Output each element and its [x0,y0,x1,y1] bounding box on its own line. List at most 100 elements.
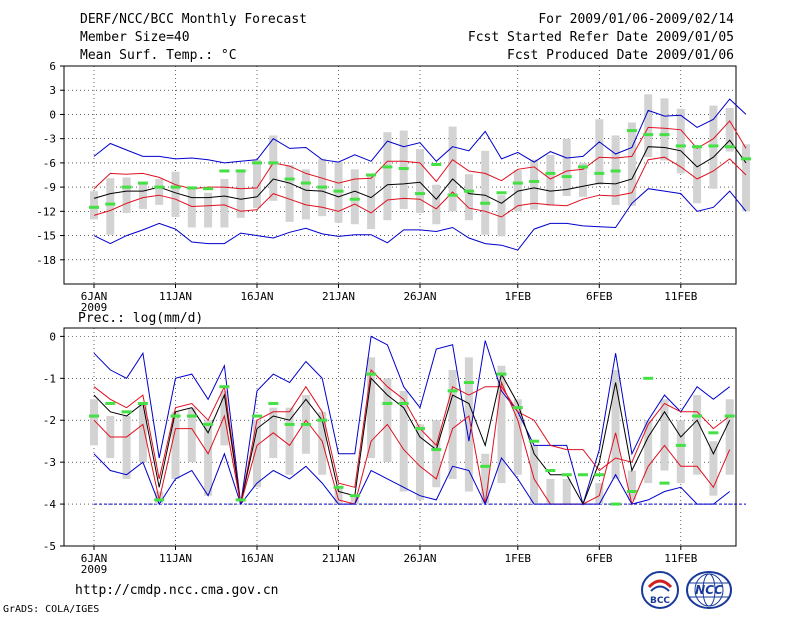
temp-y-tick-label: 3 [49,84,56,97]
temp-ensemble-bar [432,184,441,225]
temp-x-year-label: 2009 [81,301,108,314]
prec-x-tick-label: 21JAN [322,552,355,565]
temp-ensemble-bar [497,195,506,237]
prec-median-marker [284,422,295,426]
temp-ensemble-bar [220,179,229,228]
temp-ensemble-bar [644,94,653,158]
temp-ensemble-bar [204,192,213,228]
temp-median-marker [659,133,670,137]
ncc-logo: NCC [686,571,732,609]
temp-median-marker [626,129,637,133]
prec-median-marker [561,473,572,477]
temp-ensemble-bar [530,159,539,210]
prec-y-tick-label: 0 [49,330,56,343]
temp-y-tick-label: -6 [43,157,56,170]
prec-median-marker [154,498,165,502]
ncc-logo-text: NCC [695,583,723,597]
temp-ensemble-bar [693,145,702,204]
temp-median-marker [741,157,751,161]
temp-y-tick-label: 6 [49,60,56,73]
temp-median-marker [529,179,540,183]
temp-median-marker [594,171,605,175]
temp-ensemble-bar [627,122,636,206]
prec-panel-title: Prec.: log(mm/d) [78,311,203,326]
temp-ensemble-bar [171,171,180,217]
temp-y-tick-label: -15 [36,230,56,243]
prec-median-marker [333,485,344,489]
temp-x-tick-label: 21JAN [322,290,355,303]
temp-median-marker [137,181,148,185]
temp-series-min [93,188,747,251]
temp-median-marker [235,169,246,173]
member-size: Member Size=40 [80,30,190,45]
prec-series-max [93,335,731,506]
temp-series-max [93,98,747,164]
temp-median-marker [463,189,474,193]
prec-ensemble-bar [676,420,685,484]
temp-median-marker [186,186,197,190]
prec-plot-frame [63,327,737,547]
temp-median-marker [692,145,703,149]
prec-median-marker [170,414,181,418]
prec-y-tick-label: -3 [43,456,56,469]
prec-x-tick-label: 6FEB [586,552,613,565]
prec-y-tick-label: -1 [43,372,56,385]
temp-ensemble-bar [595,119,604,185]
temp-median-marker [89,205,99,209]
prec-median-marker [545,469,556,473]
prec-ensemble-bar [530,445,539,505]
prec-median-marker [480,464,491,468]
source-url[interactable]: http://cmdp.ncc.cma.gov.cn [75,583,279,598]
prec-median-marker [105,401,116,405]
temp-median-marker [203,187,214,191]
prec-ensemble-bar [399,390,408,492]
temp-y-tick-label: -18 [36,254,56,267]
prec-median-marker [659,481,670,485]
prec-ensemble-bar [611,369,620,479]
prec-ensemble-bar [595,483,604,505]
prec-ensemble-bar [481,453,490,505]
prec-median-marker [529,439,540,443]
chart-title: DERF/NCC/BCC Monthly Forecast [80,12,307,27]
temp-ensemble-bar [546,154,555,206]
prec-y-tick-label: -2 [43,414,56,427]
prec-ensemble-bar [644,420,653,484]
prec-series-min [93,452,731,506]
prec-x-year-label: 2009 [81,563,108,576]
temp-ensemble-bar [301,169,310,220]
temp-median-marker [708,144,719,148]
prec-ensemble-bar [171,411,180,479]
prec-median-marker [724,414,735,418]
prec-ensemble-bar [350,495,359,505]
temp-ensemble-bar [660,98,669,161]
temp-ensemble-bar [448,126,457,212]
temp-median-marker [545,171,556,175]
prec-ensemble-bar [334,487,343,505]
prec-ensemble-bar [318,411,327,475]
prec-median-marker [252,414,262,418]
prec-median-marker [578,473,588,477]
prec-median-marker [463,381,474,384]
prec-x-tick-label: 16JAN [240,552,273,565]
temp-median-marker [252,161,262,165]
prec-ensemble-bar [367,357,376,458]
temp-median-marker [382,165,393,169]
temp-series-ensemble-mean [93,139,747,204]
temp-median-marker [121,185,132,189]
temp-median-marker [349,197,360,201]
temp-ensemble-bar [350,169,359,225]
temp-x-tick-label: 6JAN [81,290,108,303]
temp-ensemble-bar [416,149,424,213]
prec-ensemble-bar [546,478,555,505]
temp-x-tick-label: 6FEB [586,290,613,303]
bcc-logo: BCC [641,571,679,609]
prec-x-tick-label: 1FEB [505,552,532,565]
temp-ensemble-bar [367,175,376,230]
temp-ensemble-bar [562,138,571,196]
temp-ensemble-bar [285,165,294,222]
prec-median-marker [692,414,703,418]
temp-median-marker [675,144,686,148]
temp-median-marker [610,169,621,173]
temp-x-tick-label: 11JAN [159,290,192,303]
prec-ensemble-bar [513,399,522,475]
